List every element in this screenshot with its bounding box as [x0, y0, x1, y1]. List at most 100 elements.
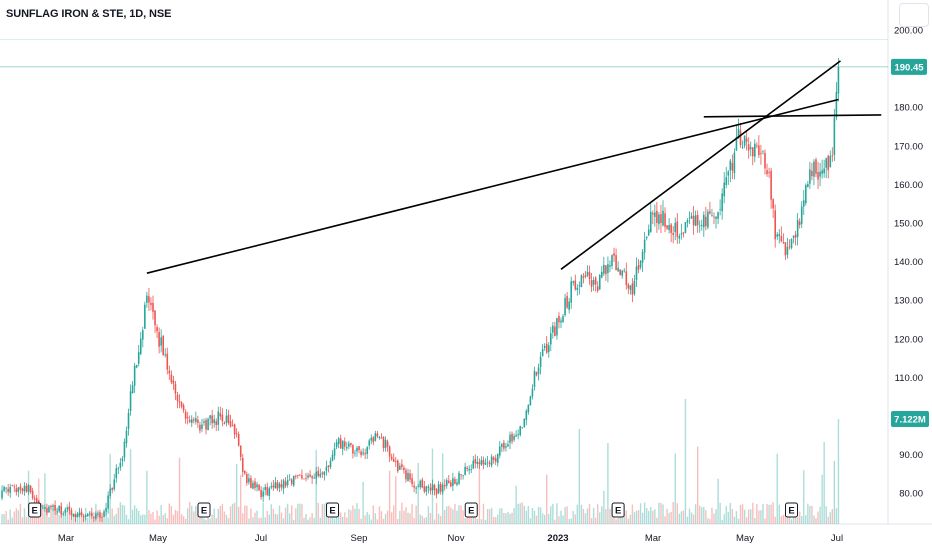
candle-body — [274, 482, 277, 489]
volume-bar — [252, 517, 254, 524]
volume-bar — [89, 511, 91, 524]
candle-body — [156, 327, 158, 332]
volume-bar — [452, 509, 454, 524]
volume-bar — [564, 507, 566, 524]
candle-body — [209, 415, 211, 419]
candle-body — [299, 474, 301, 476]
candle-body — [590, 280, 593, 287]
candle-body — [203, 421, 205, 423]
volume-bar — [395, 476, 397, 524]
volume-bar — [11, 517, 13, 524]
volume-bar — [772, 502, 774, 524]
candle-body — [517, 434, 519, 436]
settings-button[interactable] — [899, 3, 929, 27]
candle-body — [543, 345, 546, 348]
volume-bar — [754, 517, 756, 524]
candle-body — [125, 430, 128, 444]
candle-body — [258, 485, 260, 491]
volume-bar — [7, 519, 9, 524]
volume-bar — [762, 503, 764, 524]
volume-bar — [690, 512, 693, 524]
candle-body — [231, 425, 234, 427]
candle-body — [152, 302, 154, 312]
volume-bar — [321, 504, 324, 524]
y-tick-label: 170.00 — [894, 141, 923, 152]
volume-bar — [317, 502, 319, 524]
candle-body — [817, 171, 819, 180]
volume-bar — [444, 510, 446, 524]
candle-body — [480, 459, 483, 465]
volume-bar — [770, 504, 772, 524]
candle-body — [535, 372, 538, 376]
candle-body — [131, 385, 134, 394]
candle-body — [427, 486, 430, 488]
earnings-marker[interactable]: E — [28, 502, 42, 518]
candle-body — [684, 222, 687, 233]
candle-body — [70, 510, 73, 516]
volume-bar — [199, 517, 201, 524]
candle-body — [272, 485, 275, 488]
candle-body — [411, 478, 413, 485]
candle-body — [564, 298, 566, 316]
candle-body — [547, 345, 550, 353]
y-tick-label: 140.00 — [894, 257, 923, 268]
candle-body — [666, 225, 668, 229]
candle-body — [48, 506, 50, 513]
candle-body — [244, 470, 246, 474]
candle-body — [582, 276, 585, 278]
candle-body — [501, 444, 503, 447]
candle-body — [511, 433, 513, 442]
volume-bar — [599, 512, 601, 524]
volume-bar — [821, 474, 823, 524]
earnings-marker[interactable]: E — [326, 502, 340, 518]
candle-body — [227, 414, 230, 424]
volume-bar — [648, 510, 650, 524]
volume-bar — [427, 506, 430, 524]
candle-body — [482, 460, 485, 465]
candle-body — [176, 394, 179, 402]
candle-body — [229, 421, 232, 427]
volume-bar — [62, 513, 64, 524]
earnings-marker[interactable]: E — [197, 502, 211, 518]
volume-bar — [323, 503, 326, 524]
volume-bar — [731, 509, 734, 524]
candle-body — [235, 433, 238, 435]
earnings-marker[interactable]: E — [464, 502, 478, 518]
volume-bar — [223, 511, 226, 524]
volume-bar — [768, 504, 770, 524]
earnings-marker[interactable]: E — [785, 502, 799, 518]
candle-body — [123, 441, 126, 458]
volume-bar — [692, 514, 695, 524]
volume-bar — [429, 512, 432, 524]
candle-body — [348, 443, 350, 447]
volume-bar — [352, 505, 354, 524]
candle-body — [709, 211, 711, 214]
volume-bar — [662, 504, 664, 524]
candle-body — [241, 458, 244, 472]
candle-body — [80, 512, 83, 516]
candle-body — [754, 143, 756, 157]
volume-bar — [87, 517, 89, 524]
candle-body — [290, 479, 293, 484]
volume-bar — [825, 506, 827, 524]
candle-body — [248, 478, 250, 483]
volume-bar — [645, 508, 648, 524]
volume-bar — [50, 507, 52, 524]
candle-body — [541, 349, 544, 357]
candle-body — [680, 233, 683, 235]
volume-bar — [115, 513, 117, 524]
volume-bar — [735, 511, 738, 524]
candle-body — [386, 441, 389, 447]
candle-body — [29, 485, 32, 493]
volume-bar — [258, 518, 260, 524]
candle-body — [246, 473, 248, 483]
candle-body — [35, 498, 38, 502]
volume-bar — [364, 515, 366, 524]
volume-bar — [688, 508, 691, 524]
volume-bar — [813, 515, 815, 524]
candle-body — [84, 515, 87, 517]
candle-body — [405, 470, 407, 480]
volume-bar — [705, 510, 707, 524]
earnings-marker[interactable]: E — [611, 502, 625, 518]
